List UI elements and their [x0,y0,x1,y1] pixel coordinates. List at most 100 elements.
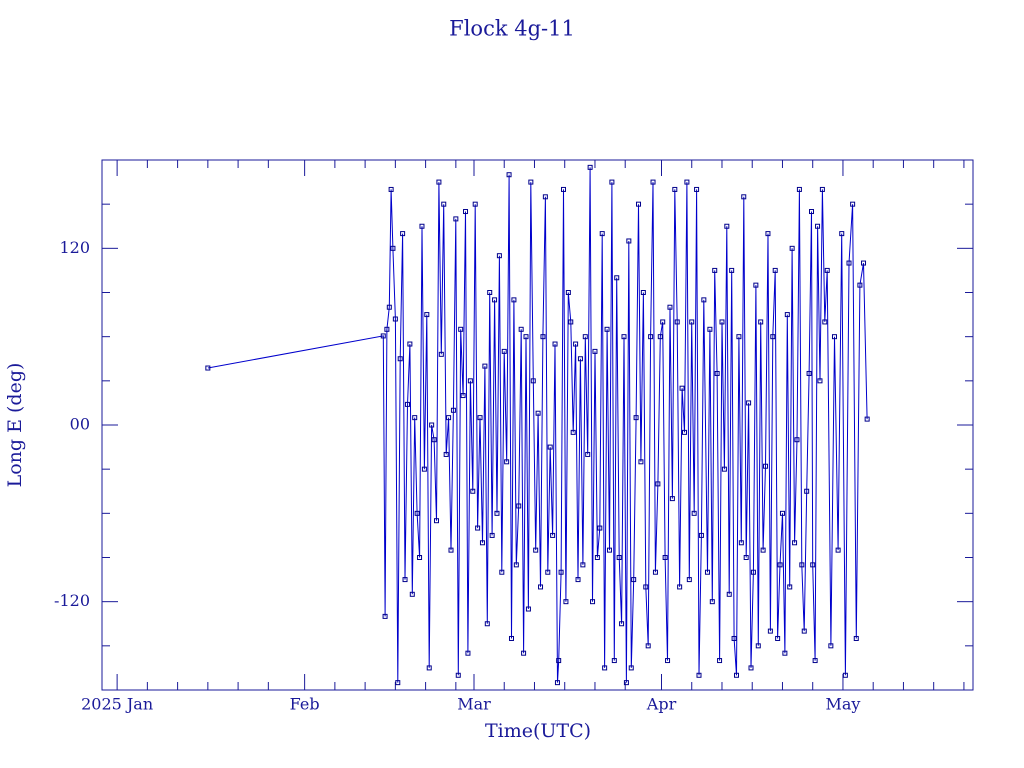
data-point [421,466,427,472]
data-point [508,635,514,641]
data-point [575,577,581,583]
data-point [513,562,519,568]
data-point [419,223,425,229]
data-point [714,370,720,376]
data-point [554,680,560,686]
data-point [407,341,413,347]
data-point [763,463,769,469]
data-point [633,415,639,421]
data-point [782,650,788,656]
data-point [665,658,671,664]
data-point [380,333,386,339]
data-point [777,562,783,568]
data-point [599,231,605,237]
data-point [733,672,739,678]
data-point [677,584,683,590]
data-point [441,201,447,207]
data-point [640,290,646,295]
data-point [382,613,388,619]
data-point [446,415,452,421]
data-point [580,562,586,568]
y-tick-label: -120 [54,591,90,610]
data-point [614,275,620,281]
data-point [484,621,490,627]
data-point [660,319,666,325]
data-point [704,569,710,575]
data-point [810,562,816,568]
data-point [547,444,553,450]
x-tick-label: May [825,695,860,714]
data-point [518,326,524,332]
data-point [479,540,485,546]
data-point [835,547,841,553]
x-tick-label: Feb [290,695,320,714]
data-point [426,665,432,671]
data-point [563,599,569,605]
data-point [746,400,752,406]
data-point [787,584,793,590]
data-point [709,599,715,605]
data-point [568,319,574,325]
data-point [450,407,456,413]
x-tick-label: Mar [457,695,491,714]
data-point [400,231,406,237]
data-point [681,429,687,435]
data-point [694,186,700,192]
data-point [672,186,678,192]
data-point [489,532,495,538]
data-point [779,510,785,516]
data-point [504,459,510,465]
data-point [606,547,612,553]
data-point [636,201,642,207]
data-point [648,334,654,340]
data-point [801,628,807,634]
data-point [561,186,567,192]
data-point [395,680,401,686]
data-point [397,356,403,362]
data-point [521,650,527,656]
data-point [443,451,449,457]
data-point [846,260,852,266]
data-point [565,290,571,295]
data-point [864,416,870,422]
data-point [824,267,830,273]
data-point [573,341,579,347]
data-point [386,304,392,310]
data-point [540,334,546,340]
data-point [657,334,663,340]
data-point [861,260,867,266]
data-point [506,172,512,178]
data-point [609,179,615,185]
x-axis-label: Time(UTC) [485,720,591,742]
data-point [535,410,541,416]
data-point [738,540,744,546]
x-tick-label: 2025 Jan [81,695,153,714]
data-point [750,569,756,575]
data-point [662,555,668,560]
data-point [433,518,439,524]
data-point [465,650,471,656]
data-point [789,245,795,251]
data-point [205,365,211,371]
data-point [772,267,778,273]
data-point [770,334,776,340]
data-point [743,555,749,560]
data-point [616,555,622,560]
data-point [689,319,695,325]
data-point [414,510,420,516]
data-point [460,393,466,399]
data-point [729,267,735,273]
data-point [679,385,685,391]
data-point [794,437,800,443]
data-point [792,540,798,546]
data-point [652,569,658,575]
data-point [409,591,415,597]
data-point [748,665,754,671]
data-point [530,378,536,384]
data-point [455,672,461,678]
data-point [828,643,834,649]
y-tick-label: 120 [59,238,90,257]
data-point [538,584,544,590]
data-point [721,466,727,472]
